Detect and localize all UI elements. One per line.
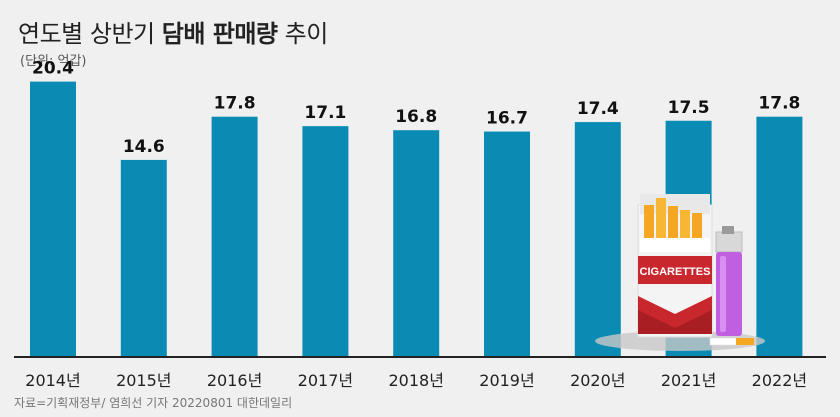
loose-cigarette-filter [736,338,754,345]
title-part-1: 연도별 상반기 [18,20,162,48]
value-label-3: 17.1 [304,103,346,123]
category-label-5: 2019년 [479,371,534,390]
value-label-1: 14.6 [123,137,165,157]
bar-3 [302,126,349,358]
cigarette [692,213,702,245]
title-part-2: 추이 [277,20,329,48]
bar-4 [393,130,440,357]
cigarette-illustration: CIGARETTES [595,194,765,351]
title-bold-part: 담배 판매량 [161,20,278,48]
source-note: 자료=기획재정부/ 염희선 기자 20220801 대한데일리 [14,396,293,410]
value-label-5: 16.7 [486,109,528,129]
cigarette [644,205,654,247]
category-label-3: 2017년 [298,371,353,390]
value-label-8: 17.8 [758,94,800,114]
bar-5 [484,131,530,357]
pack-label-band [638,256,712,284]
lighter-cap [715,231,743,253]
cigarette [680,210,690,246]
value-label-0: 20.4 [32,59,74,79]
category-label-4: 2018년 [388,371,443,390]
bar-0 [30,81,76,357]
category-label-2: 2016년 [207,371,262,390]
pack-foil [640,238,710,252]
bar-8 [756,116,803,357]
category-label-0: 2014년 [25,371,80,390]
lighter-wheel [722,226,734,234]
lighter-highlight [720,256,726,332]
bar-2 [211,116,258,357]
cigarette [656,198,666,244]
bar-6 [574,122,621,357]
pack-label-text: CIGARETTES [640,266,711,278]
category-label-6: 2020년 [570,371,625,390]
unit-label: (단위: 억갑) [20,54,87,69]
category-label-1: 2015년 [116,371,171,390]
value-label-4: 16.8 [395,107,437,127]
bars-group: 20.4 2014년 14.6 2015년 17.8 2016년 17.1 2017년 16.8… [25,59,807,390]
value-label-6: 17.4 [577,99,619,119]
bar-1 [120,159,167,357]
category-label-7: 2021년 [661,371,716,390]
value-label-2: 17.8 [214,94,256,114]
chart-title: 연도별 상반기 담배 판매량 추이 [18,14,328,49]
cigarette [668,206,678,246]
value-label-7: 17.5 [668,98,710,118]
pack-chevron-shade [638,310,712,334]
category-label-8: 2022년 [752,371,807,390]
lighter-body [716,252,742,336]
